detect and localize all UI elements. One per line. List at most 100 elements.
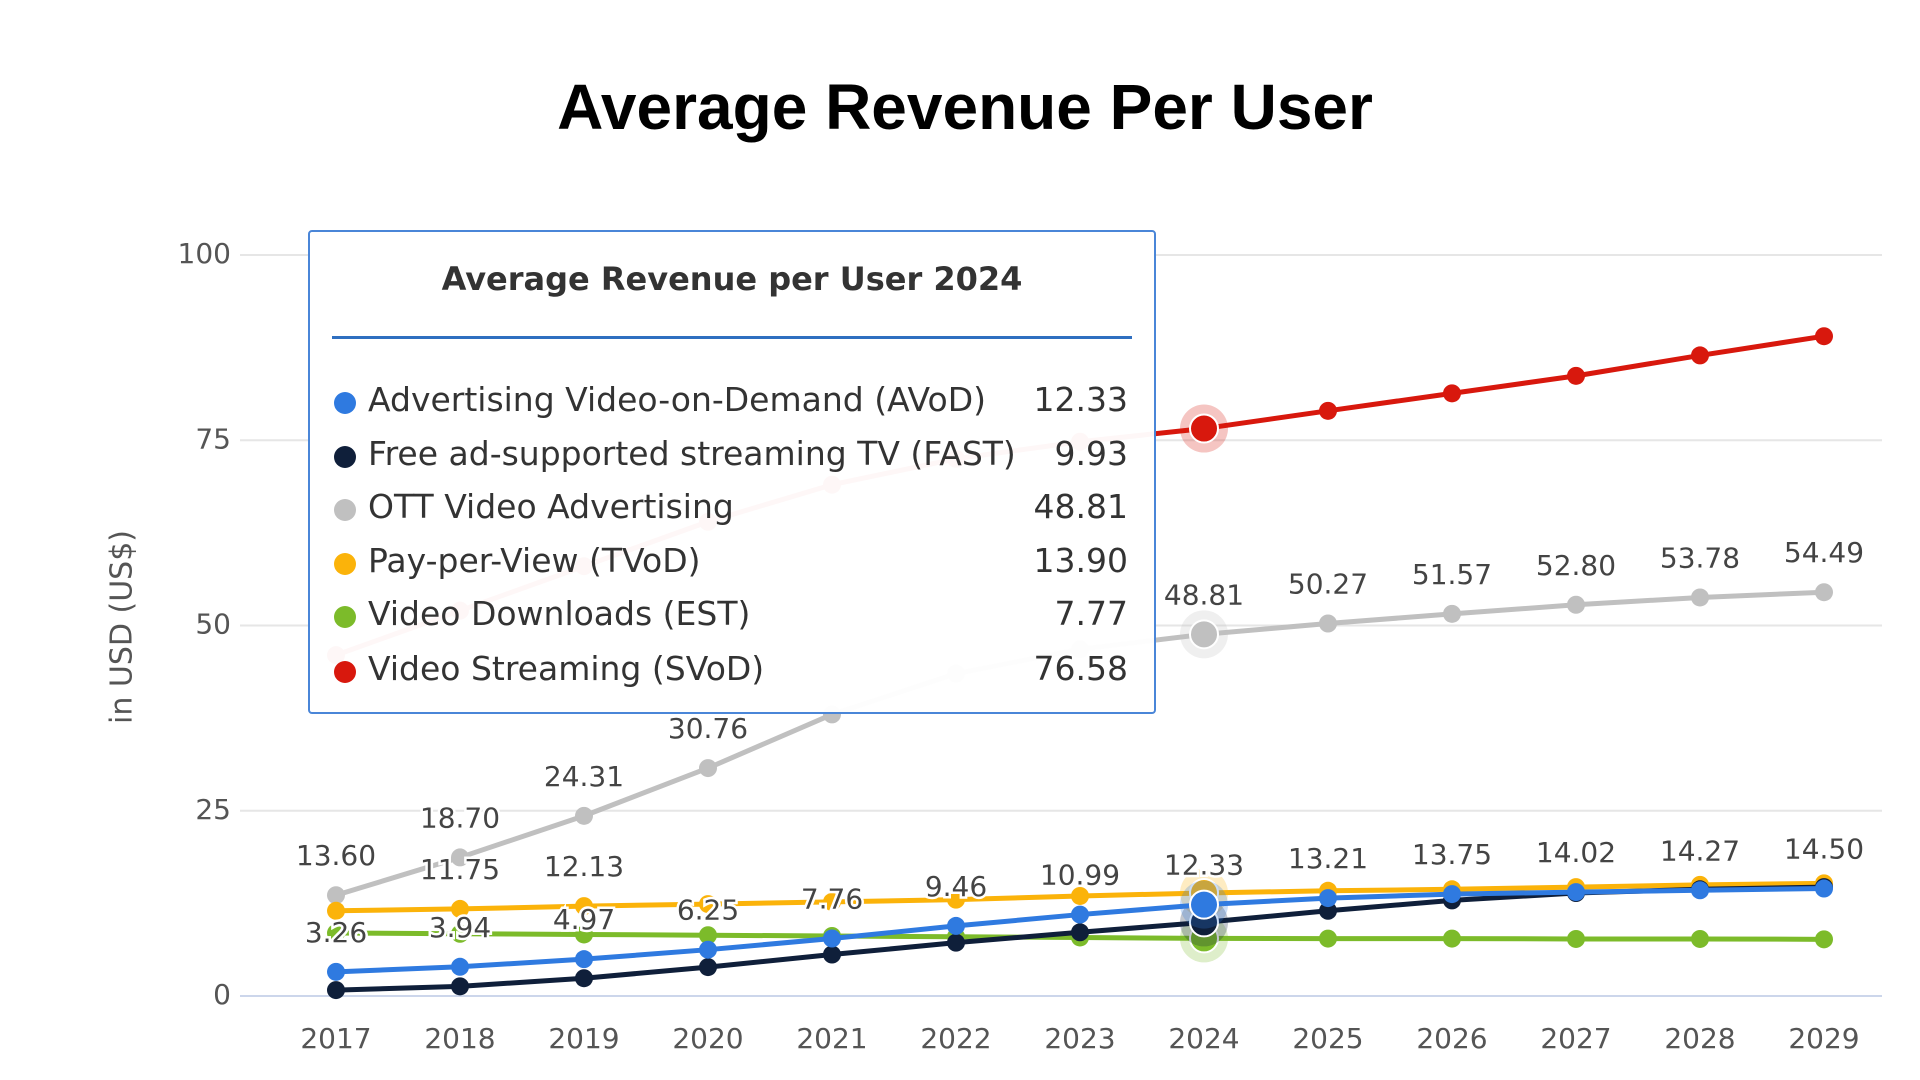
x-tick-label: 2019 (548, 1022, 619, 1055)
marker (1691, 929, 1709, 948)
marker (699, 958, 717, 977)
marker (947, 890, 965, 909)
y-tick-label: 0 (213, 978, 231, 1011)
y-axis-title: in USD (US$) (105, 530, 140, 724)
marker (451, 899, 469, 918)
x-tick-label: 2018 (424, 1022, 495, 1055)
tooltip-title: Average Revenue per User 2024 (441, 260, 1023, 298)
data-label: 14.27 (1660, 834, 1740, 867)
marker (575, 897, 593, 916)
marker (699, 759, 717, 778)
chart-title: Average Revenue Per User (557, 71, 1373, 143)
tooltip-value: 48.81 (1033, 487, 1128, 526)
x-tick-label: 2022 (920, 1022, 991, 1055)
marker (947, 933, 965, 952)
marker (575, 806, 593, 825)
legend-dot (334, 606, 356, 628)
marker (1815, 583, 1833, 602)
tooltip-series-name: Free ad-supported streaming TV (FAST) (368, 434, 1016, 473)
marker (327, 924, 345, 943)
marker (327, 962, 345, 981)
tooltip-value: 13.90 (1033, 541, 1128, 580)
x-tick-label: 2025 (1292, 1022, 1363, 1055)
data-label: 50.27 (1288, 567, 1368, 600)
tooltip-value: 9.93 (1054, 434, 1128, 473)
tooltip-series-name: OTT Video Advertising (368, 487, 734, 526)
marker (823, 892, 841, 911)
legend-dot (334, 499, 356, 521)
marker (823, 929, 841, 948)
tooltip-row: Pay-per-View (TVoD) 13.90 (334, 541, 1128, 585)
data-label: 9.46 (925, 870, 987, 903)
data-label: 13.75 (1412, 838, 1492, 871)
marker (1815, 879, 1833, 898)
marker (1567, 929, 1585, 948)
marker (1815, 327, 1833, 346)
data-label: 7.76 (801, 882, 863, 915)
marker (451, 924, 469, 943)
marker (1189, 413, 1219, 444)
marker (1691, 588, 1709, 607)
data-label: 4.97 (553, 903, 615, 936)
data-label: 52.80 (1536, 549, 1616, 582)
tooltip-row: Video Downloads (EST) 7.77 (334, 594, 1128, 638)
tooltip-value: 7.77 (1054, 594, 1128, 633)
marker (327, 981, 345, 1000)
marker (699, 926, 717, 945)
marker (575, 925, 593, 944)
tooltip-row: Free ad-supported streaming TV (FAST) 9.9… (334, 434, 1128, 478)
legend-dot (334, 661, 356, 683)
x-tick-label: 2028 (1664, 1022, 1735, 1055)
marker (451, 957, 469, 976)
marker (1443, 929, 1461, 948)
marker (1319, 401, 1337, 420)
x-tick-label: 2027 (1540, 1022, 1611, 1055)
marker (1567, 595, 1585, 614)
data-label: 10.99 (1040, 859, 1120, 892)
marker (575, 950, 593, 969)
y-tick-label: 100 (178, 237, 231, 270)
marker (1443, 604, 1461, 623)
legend-dot (334, 446, 356, 468)
marker (1567, 883, 1585, 902)
tooltip-row: Video Streaming (SVoD) 76.58 (334, 649, 1128, 693)
x-tick-label: 2024 (1168, 1022, 1239, 1055)
data-label: 3.94 (429, 911, 491, 944)
marker (1567, 366, 1585, 385)
tooltip-series-name: Advertising Video-on-Demand (AVoD) (368, 380, 987, 419)
marker (1319, 889, 1337, 908)
data-label: 12.33 (1164, 849, 1244, 882)
y-tick-label: 50 (195, 608, 231, 641)
marker (1691, 346, 1709, 365)
marker (1691, 881, 1709, 900)
x-tick-label: 2017 (300, 1022, 371, 1055)
data-label: 3.26 (305, 916, 367, 949)
tooltip-value: 76.58 (1033, 649, 1128, 688)
data-label: 14.50 (1784, 833, 1864, 866)
tooltip-series-name: Video Downloads (EST) (368, 594, 751, 633)
data-label: 14.02 (1536, 836, 1616, 869)
marker (1443, 885, 1461, 904)
tooltip-row: Advertising Video-on-Demand (AVoD) 12.33 (334, 380, 1128, 424)
marker (327, 886, 345, 905)
marker (451, 848, 469, 867)
tooltip: Average Revenue per User 2024 Advertisin… (308, 230, 1156, 714)
marker (327, 901, 345, 920)
tooltip-series-name: Video Streaming (SVoD) (368, 649, 765, 688)
marker (823, 945, 841, 964)
marker (699, 940, 717, 959)
data-label: 12.13 (544, 850, 624, 883)
marker (1189, 619, 1219, 650)
marker (1189, 889, 1219, 920)
data-label: 13.60 (296, 839, 376, 872)
marker (1319, 929, 1337, 948)
marker (1319, 901, 1337, 920)
marker (699, 895, 717, 914)
data-label: 30.76 (668, 712, 748, 745)
data-label: 11.75 (420, 853, 500, 886)
x-tick-label: 2026 (1416, 1022, 1487, 1055)
data-label: 6.25 (677, 894, 739, 927)
data-label: 24.31 (544, 760, 624, 793)
